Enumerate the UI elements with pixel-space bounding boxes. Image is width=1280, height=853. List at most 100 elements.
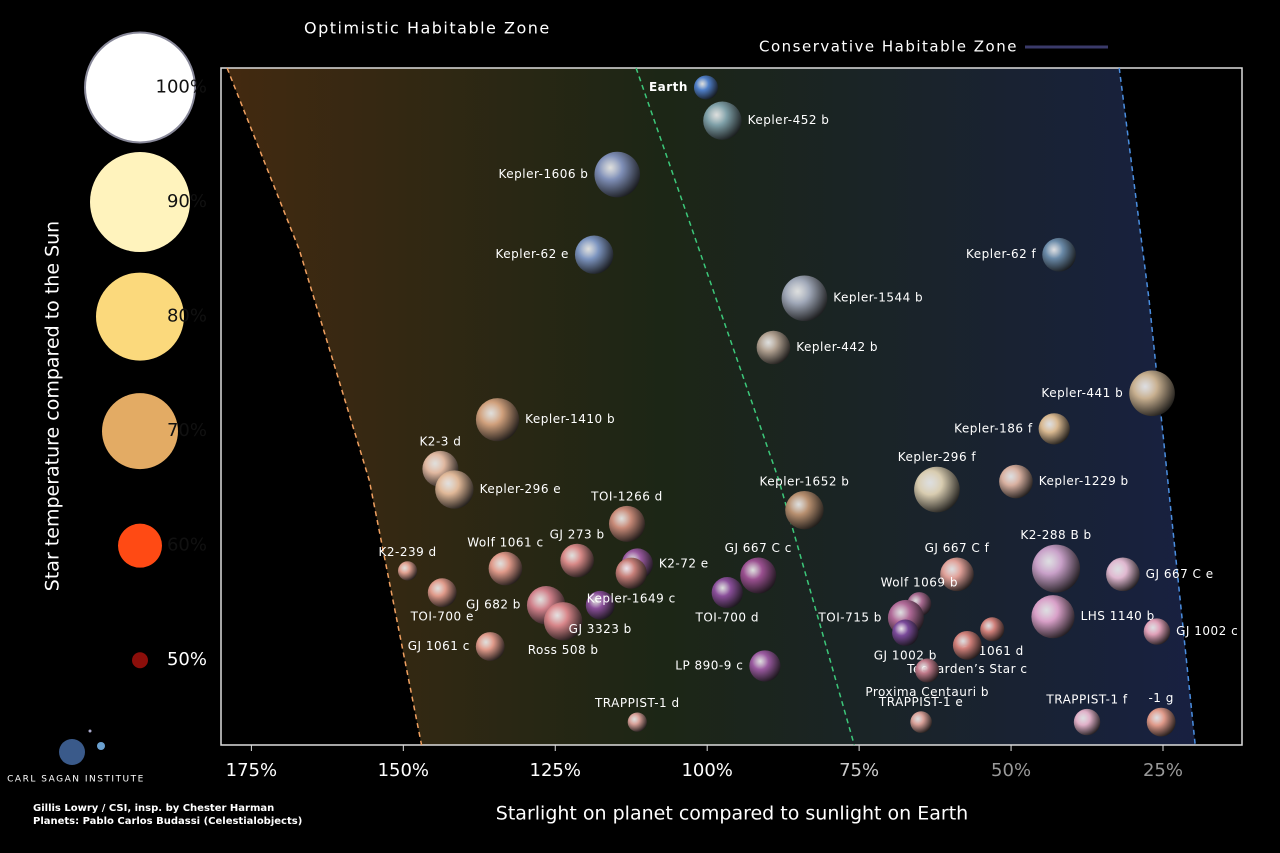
credit: Gillis Lowry / CSI, insp. by Chester Har… [33, 803, 274, 814]
planet [703, 101, 742, 140]
planet-label: K2-3 d [419, 434, 461, 448]
planet-label: Kepler-442 b [796, 340, 878, 354]
star-disc [132, 652, 148, 669]
planet-label: Ross 508 b [528, 643, 599, 657]
planet [756, 330, 791, 365]
planet-label: GJ 667 C c [725, 541, 792, 555]
planet [427, 578, 457, 608]
planet [1073, 708, 1101, 736]
planet [952, 630, 982, 660]
planet [475, 398, 520, 442]
planet [585, 590, 615, 620]
planet [740, 557, 777, 594]
planet-label: GJ 1002 b [874, 648, 937, 662]
planet [1129, 370, 1175, 417]
planet-label: Wolf 1069 b [881, 576, 958, 590]
y-tick-label: 60% [167, 535, 207, 556]
planet-label: -1 g [1148, 691, 1173, 705]
x-tick-label: 125% [530, 760, 581, 781]
y-tick-label: 90% [167, 191, 207, 212]
planet-label: Kepler-1229 b [1039, 474, 1129, 488]
zone-boundary [1118, 67, 1196, 746]
planet-label: Kepler-1652 b [759, 474, 849, 488]
planet-label: GJ 667 C e [1146, 567, 1214, 581]
planet [1106, 557, 1140, 592]
logo-planet [88, 729, 92, 733]
planet-label: Kepler-62 e [495, 247, 568, 261]
planet [397, 561, 418, 581]
planet [892, 619, 919, 646]
zone-boundary [226, 67, 423, 746]
legend-label: Optimistic Habitable Zone [304, 19, 551, 38]
planet-label: Kepler-1606 b [498, 167, 588, 181]
planet [785, 490, 824, 530]
y-tick-label: 100% [156, 76, 207, 97]
planet-label: Kepler-1649 c [587, 591, 676, 605]
planet-label: Proxima Centauri b [865, 685, 989, 699]
x-axis-title: Starlight on planet compared to sunlight… [496, 803, 968, 825]
planet [1031, 595, 1075, 639]
y-tick-label: 50% [167, 649, 207, 670]
planet [1038, 413, 1070, 445]
planet-label: GJ 1061 c [408, 639, 470, 653]
planet-label: GJ 273 b [550, 527, 605, 541]
planet-label: K2-72 e [659, 557, 709, 571]
planet [910, 711, 932, 733]
planet-label: Kepler-441 b [1041, 386, 1123, 400]
y-tick-label: 70% [167, 420, 207, 441]
x-tick-label: 100% [681, 760, 732, 781]
planet-label: TOI-715 b [817, 610, 881, 624]
planet [475, 632, 505, 661]
planet-label: Kepler-62 f [966, 247, 1037, 261]
planet [435, 470, 474, 509]
planet [574, 235, 614, 274]
planet [915, 658, 940, 683]
star-disc [84, 31, 196, 144]
logo-planet [59, 739, 85, 765]
planet-label: Wolf 1061 c [467, 535, 543, 549]
x-tick-label: 175% [226, 760, 277, 781]
planet-label: TRAPPIST-1 f [1045, 692, 1128, 706]
star-disc [90, 152, 190, 253]
logo-text: CARL SAGAN INSTITUTE [7, 775, 145, 785]
planet-label: TRAPPIST-1 e [878, 695, 963, 709]
planet [488, 551, 523, 586]
planet-label: Kepler-296 e [480, 482, 562, 496]
planet [627, 712, 647, 732]
star-disc [96, 272, 184, 361]
planet-label: GJ 3323 b [569, 622, 632, 636]
planet [711, 577, 743, 609]
planet-label: Kepler-1410 b [525, 412, 615, 426]
plot-frame [220, 67, 1243, 746]
planet [594, 151, 641, 198]
planet-label: TOI-1266 d [590, 489, 663, 503]
y-axis-title: Star temperature compared to the Sun [42, 221, 64, 591]
star-disc [118, 523, 162, 568]
planet-label: K2-239 d [378, 545, 436, 559]
x-tick-label: 50% [991, 760, 1031, 781]
planet [608, 505, 645, 542]
planet [1143, 618, 1171, 645]
planet [1146, 707, 1176, 737]
planet-label: LP 890-9 c [675, 658, 743, 672]
legend-label: Conservative Habitable Zone [759, 38, 1018, 56]
planet [914, 466, 960, 513]
y-tick-label: 80% [167, 306, 207, 327]
planet-label: Earth [649, 80, 688, 94]
star-disc [102, 393, 178, 470]
planet [693, 75, 718, 100]
planet-label: GJ 667 C f [925, 541, 990, 555]
planet-label: TRAPPIST-1 d [594, 696, 680, 710]
planet-label: LHS 1140 b [1081, 609, 1155, 623]
x-tick-label: 25% [1143, 760, 1183, 781]
planet [1032, 544, 1081, 593]
planet [781, 275, 828, 322]
planet [749, 650, 781, 682]
planet [560, 543, 594, 578]
planet [980, 617, 1005, 642]
planet [940, 557, 974, 592]
x-tick-label: 150% [378, 760, 429, 781]
planet-label: Kepler-186 f [954, 421, 1033, 435]
